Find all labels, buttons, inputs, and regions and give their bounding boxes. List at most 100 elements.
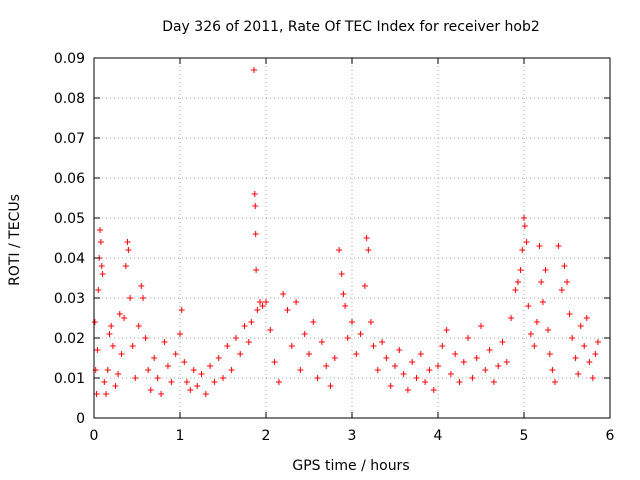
data-point — [178, 307, 185, 313]
data-point — [112, 383, 119, 389]
data-point — [190, 367, 197, 373]
data-point — [183, 379, 190, 385]
data-point — [310, 319, 317, 325]
data-point — [288, 343, 295, 349]
data-point — [202, 391, 209, 397]
data-point — [97, 227, 104, 233]
grid — [94, 58, 610, 418]
data-point — [284, 307, 291, 313]
data-point — [127, 295, 134, 301]
data-point — [198, 371, 205, 377]
data-point — [187, 387, 194, 393]
data-point — [121, 315, 128, 321]
y-tick-label: 0.05 — [54, 211, 85, 227]
data-point — [555, 243, 562, 249]
data-point — [572, 355, 579, 361]
data-point — [361, 283, 368, 289]
chart-title: Day 326 of 2011, Rate Of TEC Index for r… — [162, 19, 540, 35]
data-point — [103, 391, 110, 397]
data-point — [293, 299, 300, 305]
data-point — [342, 303, 349, 309]
data-point — [549, 367, 556, 373]
data-point — [499, 339, 506, 345]
data-point — [263, 299, 269, 305]
data-point — [478, 323, 484, 329]
data-point — [97, 239, 104, 245]
data-point — [435, 363, 441, 369]
data-point — [344, 335, 351, 341]
data-point — [151, 355, 158, 361]
data-point — [140, 295, 147, 301]
data-point — [95, 287, 102, 293]
data-point — [551, 379, 558, 385]
data-point — [259, 303, 266, 309]
data-point — [392, 363, 398, 369]
data-point — [125, 247, 132, 253]
y-tick-label: 0.06 — [54, 171, 85, 187]
data-point — [503, 359, 510, 365]
data-point — [460, 359, 467, 365]
data-point — [215, 355, 222, 361]
data-point — [297, 367, 304, 373]
y-tick-label: 0.09 — [54, 51, 85, 67]
data-point — [495, 363, 502, 369]
data-point — [521, 223, 528, 229]
data-point — [93, 391, 100, 397]
data-point — [267, 327, 274, 333]
data-point — [108, 323, 115, 329]
data-point — [545, 327, 552, 333]
data-point — [546, 351, 553, 357]
data-point — [104, 367, 111, 373]
x-tick-label: 3 — [348, 428, 357, 444]
data-point — [490, 379, 497, 385]
data-point — [318, 339, 325, 345]
data-point — [542, 267, 549, 273]
y-tick-label: 0 — [76, 411, 85, 427]
y-axis-ticks: 0 0.01 0.02 0.03 0.04 0.05 0.06 0.07 0.08 0.09 — [54, 51, 610, 427]
data-point — [124, 239, 131, 245]
data-point — [135, 323, 142, 329]
data-point — [486, 347, 493, 353]
data-point — [254, 307, 261, 313]
data-point — [575, 371, 582, 377]
data-point — [396, 347, 403, 353]
data-point — [367, 319, 374, 325]
x-tick-label: 6 — [606, 428, 615, 444]
data-point — [256, 299, 263, 305]
data-point — [168, 379, 175, 385]
data-point — [512, 287, 519, 293]
x-axis-ticks: 0 1 2 3 4 5 6 — [90, 58, 615, 444]
data-point — [211, 379, 218, 385]
data-point — [253, 267, 260, 273]
data-point — [271, 359, 278, 365]
data-point — [586, 359, 593, 365]
data-point — [172, 351, 179, 357]
data-point — [536, 243, 543, 249]
data-point — [314, 375, 321, 381]
data-point — [561, 263, 568, 269]
data-point — [400, 371, 407, 377]
data-point — [365, 247, 372, 253]
data-point — [327, 383, 334, 389]
data-point — [527, 331, 534, 337]
data-point — [539, 299, 546, 305]
x-axis-label: GPS time / hours — [292, 458, 409, 474]
y-tick-label: 0.02 — [54, 331, 85, 347]
data-point — [452, 351, 459, 357]
data-point — [99, 271, 106, 277]
data-point — [525, 303, 532, 309]
data-point — [252, 203, 259, 209]
data-point — [566, 311, 573, 317]
data-point — [456, 379, 463, 385]
data-point — [161, 339, 168, 345]
data-point — [94, 347, 101, 353]
data-point — [331, 355, 338, 361]
data-point — [248, 319, 255, 325]
data-points — [91, 67, 601, 397]
data-point — [228, 367, 235, 373]
data-point — [558, 287, 565, 293]
data-point — [357, 331, 364, 337]
data-point — [517, 267, 524, 273]
data-point — [508, 315, 515, 321]
